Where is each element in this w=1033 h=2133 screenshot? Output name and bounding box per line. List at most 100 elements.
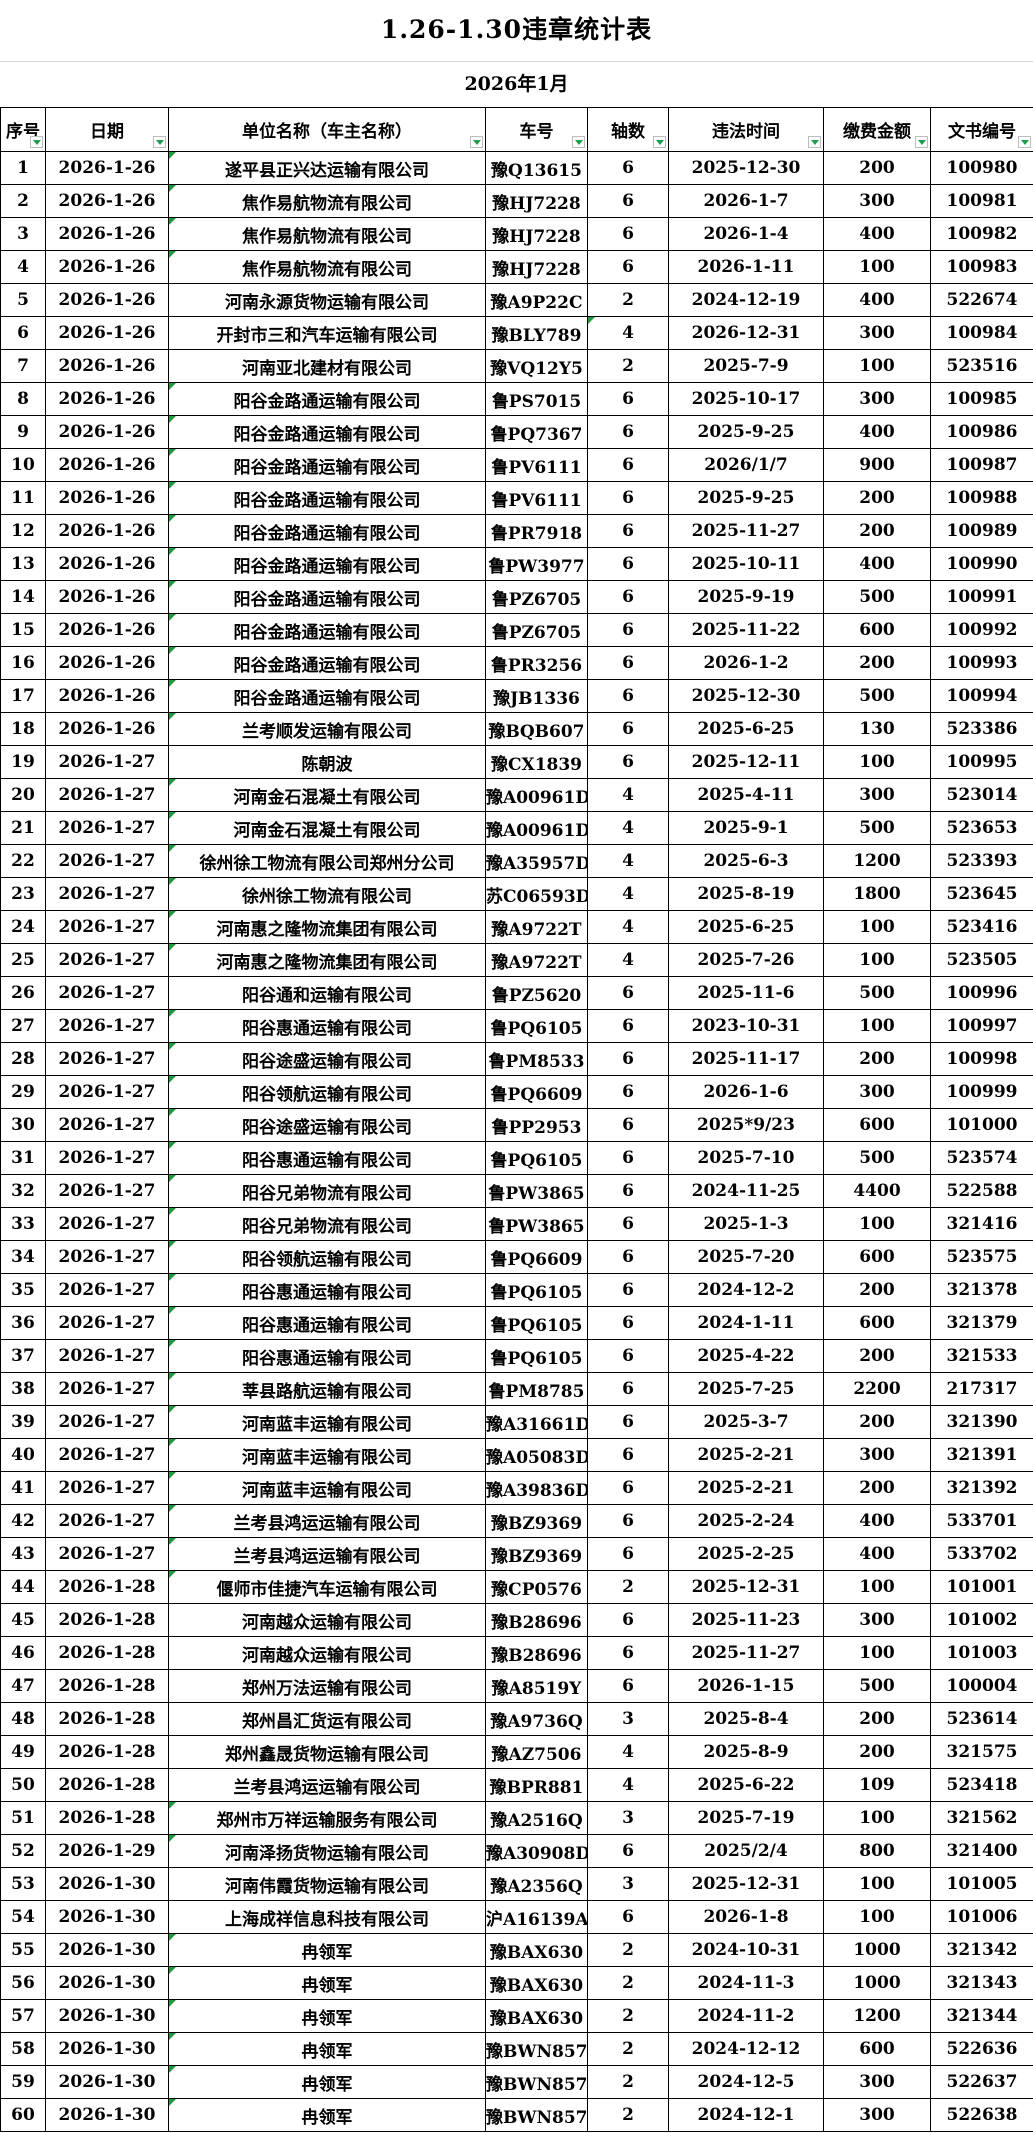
cell-axles[interactable]: 6 [587,745,669,779]
cell-axles[interactable]: 6 [587,250,669,284]
cell-seq[interactable]: 6 [0,316,46,350]
cell-plate[interactable]: 豫A05083D [485,1438,588,1472]
cell-company[interactable]: 阳谷途盛运输有限公司 [168,1108,486,1142]
cell-company[interactable]: 兰考县鸿运运输有限公司 [168,1768,486,1802]
cell-date[interactable]: 2026-1-29 [45,1834,169,1868]
cell-company[interactable]: 偃师市佳捷汽车运输有限公司 [168,1570,486,1604]
cell-time[interactable]: 2025-12-11 [668,745,824,779]
cell-date[interactable]: 2026-1-28 [45,1768,169,1802]
cell-time[interactable]: 2024-11-3 [668,1966,824,2000]
cell-seq[interactable]: 14 [0,580,46,614]
cell-date[interactable]: 2026-1-27 [45,1537,169,1571]
cell-amount[interactable]: 200 [823,151,931,185]
cell-date[interactable]: 2026-1-27 [45,1504,169,1538]
cell-amount[interactable]: 4400 [823,1174,931,1208]
cell-date[interactable]: 2026-1-26 [45,151,169,185]
cell-date[interactable]: 2026-1-27 [45,1405,169,1439]
cell-time[interactable]: 2025-12-30 [668,679,824,713]
cell-date[interactable]: 2026-1-27 [45,943,169,977]
cell-axles[interactable]: 6 [587,1108,669,1142]
cell-time[interactable]: 2025-9-25 [668,481,824,515]
cell-seq[interactable]: 23 [0,877,46,911]
cell-seq[interactable]: 39 [0,1405,46,1439]
cell-date[interactable]: 2026-1-26 [45,613,169,647]
cell-company[interactable]: 阳谷惠通运输有限公司 [168,1339,486,1373]
cell-axles[interactable]: 6 [587,646,669,680]
cell-axles[interactable]: 3 [587,1801,669,1835]
cell-plate[interactable]: 豫AZ7506 [485,1735,588,1769]
cell-time[interactable]: 2026-12-31 [668,316,824,350]
cell-time[interactable]: 2024-11-2 [668,1999,824,2033]
cell-date[interactable]: 2026-1-30 [45,2065,169,2099]
cell-date[interactable]: 2026-1-28 [45,1603,169,1637]
cell-axles[interactable]: 6 [587,1834,669,1868]
cell-plate[interactable]: 豫A8519Y [485,1669,588,1703]
cell-axles[interactable]: 6 [587,1174,669,1208]
cell-company[interactable]: 焦作易航物流有限公司 [168,250,486,284]
cell-time[interactable]: 2024-12-12 [668,2032,824,2066]
cell-company[interactable]: 兰考顺发运输有限公司 [168,712,486,746]
cell-company[interactable]: 河南伟霞货物运输有限公司 [168,1867,486,1901]
cell-date[interactable]: 2026-1-27 [45,745,169,779]
cell-amount[interactable]: 100 [823,1009,931,1043]
cell-time[interactable]: 2024-1-11 [668,1306,824,1340]
filter-dropdown-button[interactable] [572,136,585,148]
cell-amount[interactable]: 300 [823,1603,931,1637]
col-header-seq[interactable]: 序号 [0,107,46,152]
cell-seq[interactable]: 27 [0,1009,46,1043]
cell-seq[interactable]: 54 [0,1900,46,1934]
cell-company[interactable]: 阳谷金路通运输有限公司 [168,580,486,614]
cell-amount[interactable]: 300 [823,316,931,350]
cell-company[interactable]: 阳谷金路通运输有限公司 [168,514,486,548]
cell-plate[interactable]: 豫A2356Q [485,1867,588,1901]
cell-doc[interactable]: 100982 [930,217,1033,251]
cell-amount[interactable]: 200 [823,646,931,680]
cell-seq[interactable]: 21 [0,811,46,845]
cell-doc[interactable]: 100983 [930,250,1033,284]
cell-doc[interactable]: 100988 [930,481,1033,515]
cell-seq[interactable]: 10 [0,448,46,482]
cell-company[interactable]: 阳谷途盛运输有限公司 [168,1042,486,1076]
cell-seq[interactable]: 9 [0,415,46,449]
cell-axles[interactable]: 2 [587,349,669,383]
cell-plate[interactable]: 鲁PW3977 [485,547,588,581]
cell-company[interactable]: 河南越众运输有限公司 [168,1603,486,1637]
cell-plate[interactable]: 豫HJ7228 [485,217,588,251]
cell-axles[interactable]: 6 [587,976,669,1010]
cell-company[interactable]: 焦作易航物流有限公司 [168,217,486,251]
cell-time[interactable]: 2025-6-25 [668,712,824,746]
cell-plate[interactable]: 鲁PQ6105 [485,1141,588,1175]
cell-time[interactable]: 2024-12-1 [668,2098,824,2132]
cell-seq[interactable]: 26 [0,976,46,1010]
cell-doc[interactable]: 101005 [930,1867,1033,1901]
cell-doc[interactable]: 100998 [930,1042,1033,1076]
cell-doc[interactable]: 321344 [930,1999,1033,2033]
cell-date[interactable]: 2026-1-27 [45,1372,169,1406]
cell-date[interactable]: 2026-1-27 [45,1207,169,1241]
cell-seq[interactable]: 45 [0,1603,46,1637]
cell-seq[interactable]: 11 [0,481,46,515]
cell-company[interactable]: 阳谷金路通运输有限公司 [168,415,486,449]
cell-date[interactable]: 2026-1-27 [45,1141,169,1175]
cell-axles[interactable]: 6 [587,1240,669,1274]
cell-company[interactable]: 冉领军 [168,2098,486,2132]
cell-amount[interactable]: 600 [823,1240,931,1274]
cell-date[interactable]: 2026-1-26 [45,448,169,482]
cell-time[interactable]: 2025-4-11 [668,778,824,812]
cell-axles[interactable]: 6 [587,1009,669,1043]
cell-seq[interactable]: 58 [0,2032,46,2066]
cell-amount[interactable]: 100 [823,1900,931,1934]
cell-time[interactable]: 2025-11-6 [668,976,824,1010]
cell-date[interactable]: 2026-1-27 [45,1075,169,1109]
cell-amount[interactable]: 400 [823,1537,931,1571]
cell-doc[interactable]: 321342 [930,1933,1033,1967]
cell-plate[interactable]: 豫BZ9369 [485,1504,588,1538]
cell-time[interactable]: 2025-9-19 [668,580,824,614]
cell-doc[interactable]: 101000 [930,1108,1033,1142]
cell-company[interactable]: 阳谷金路通运输有限公司 [168,382,486,416]
cell-axles[interactable]: 6 [587,448,669,482]
cell-plate[interactable]: 豫JB1336 [485,679,588,713]
cell-date[interactable]: 2026-1-27 [45,778,169,812]
cell-doc[interactable]: 321416 [930,1207,1033,1241]
cell-time[interactable]: 2025-1-3 [668,1207,824,1241]
